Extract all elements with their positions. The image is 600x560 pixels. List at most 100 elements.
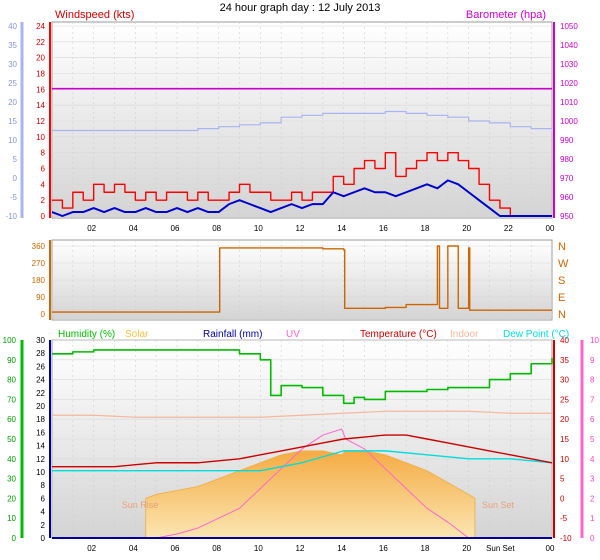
temperature-tick: -10: [560, 534, 572, 543]
legend-label: Humidity (%): [58, 329, 115, 340]
windspeed-tick: 10: [36, 133, 45, 142]
uv-tick: 7: [590, 395, 595, 404]
uv-tick: 2: [590, 494, 595, 503]
outer-left-tick: 35: [8, 41, 17, 50]
x-tick-label: 22: [504, 224, 513, 233]
temperature-tick: 25: [560, 395, 569, 404]
dewpoint-line: [52, 450, 553, 472]
outer-left-tick: 0: [13, 174, 18, 183]
windspeed-tick: 2: [41, 196, 46, 205]
wind-gust-line: [52, 151, 552, 217]
x-tick-label: 04: [129, 224, 138, 233]
x-tick-label: 00: [546, 224, 555, 233]
humidity-tick: 80: [7, 376, 16, 385]
direction-tick: 360: [32, 242, 46, 251]
humidity-tick: 30: [7, 475, 16, 484]
rainfall-tick: 18: [36, 415, 45, 424]
sunrise-label: Sun Rise: [122, 500, 159, 510]
rainfall-tick: 20: [36, 402, 45, 411]
barometer-tick: 1040: [560, 41, 578, 50]
panel1-gradient: [53, 23, 551, 217]
rainfall-tick: 26: [36, 362, 45, 371]
baro-trend-line: [52, 110, 553, 133]
humidity-tick: 20: [7, 494, 16, 503]
uv-tick: 0: [590, 534, 595, 543]
legend-label: Temperature (°C): [360, 329, 437, 340]
uv-tick: 4: [590, 455, 595, 464]
x-tick-label: 18: [421, 544, 430, 553]
windspeed-tick: 8: [41, 149, 46, 158]
legend-label: Solar: [125, 329, 149, 340]
x-tick-label: 14: [337, 224, 346, 233]
humidity-tick: 0: [12, 534, 17, 543]
direction-tick: 270: [32, 259, 46, 268]
windspeed-tick: 4: [41, 180, 46, 189]
barometer-tick: 1000: [560, 117, 578, 126]
windspeed-tick: 6: [41, 165, 46, 174]
x-tick-label: 14: [337, 544, 346, 553]
barometer-tick: 980: [560, 155, 574, 164]
uv-tick: 8: [590, 376, 595, 385]
humidity-tick: 90: [7, 356, 16, 365]
x-tick-label: 20: [462, 224, 471, 233]
x-tick-label: 02: [87, 224, 96, 233]
humidity-tick: 70: [7, 395, 16, 404]
outer-left-tick: 15: [8, 117, 17, 126]
rainfall-tick: 4: [41, 508, 46, 517]
x-tick-label: 02: [87, 544, 96, 553]
legend-label: UV: [286, 329, 300, 340]
barometer-tick: 950: [560, 212, 574, 221]
x-tick-label: 12: [296, 224, 305, 233]
uv-line: [156, 428, 469, 539]
rainfall-tick: 16: [36, 428, 45, 437]
barometer-tick: 960: [560, 193, 574, 202]
temperature-tick: 20: [560, 415, 569, 424]
x-tick-label: 16: [379, 224, 388, 233]
barometer-tick: 1050: [560, 22, 578, 31]
barometer-tick: 1030: [560, 60, 578, 69]
wind-avg-line: [51, 179, 552, 217]
x-tick-label: 04: [129, 544, 138, 553]
outer-left-tick: 10: [8, 136, 17, 145]
temperature-tick: 30: [560, 376, 569, 385]
x-tick-label: Sun Set: [486, 544, 515, 553]
outer-left-tick: 40: [8, 22, 17, 31]
rainfall-tick: 6: [41, 494, 46, 503]
direction-tick: 0: [41, 310, 46, 319]
legend-label: Indoor: [450, 329, 479, 340]
rainfall-tick: 30: [36, 336, 45, 345]
humidity-line: [52, 349, 553, 405]
compass-label: E: [558, 292, 565, 304]
wind-direction-line: [52, 245, 552, 313]
rainfall-tick: 0: [41, 534, 46, 543]
outer-left-tick: 20: [8, 98, 17, 107]
rainfall-tick: 8: [41, 481, 46, 490]
temperature-tick: 5: [560, 475, 565, 484]
windspeed-tick: 0: [41, 212, 46, 221]
rainfall-tick: 12: [36, 455, 45, 464]
temperature-tick: 40: [560, 336, 569, 345]
outer-left-tick: -10: [5, 212, 17, 221]
temperature-tick: 0: [560, 494, 565, 503]
uv-tick: 1: [590, 514, 595, 523]
x-tick-label: 08: [212, 224, 221, 233]
windspeed-label: Windspeed (kts): [55, 9, 134, 21]
humidity-tick: 60: [7, 415, 16, 424]
windspeed-tick: 24: [36, 22, 45, 31]
direction-tick: 180: [32, 276, 46, 285]
x-tick-label: 06: [171, 544, 180, 553]
sunset-label: Sun Set: [482, 500, 515, 510]
temperature-tick: 10: [560, 455, 569, 464]
x-tick-label: 16: [379, 544, 388, 553]
x-tick-label: 08: [212, 544, 221, 553]
rainfall-tick: 10: [36, 468, 45, 477]
uv-tick: 5: [590, 435, 595, 444]
x-tick-label: 12: [296, 544, 305, 553]
uv-tick: 9: [590, 356, 595, 365]
outer-left-tick: 30: [8, 60, 17, 69]
rainfall-tick: 22: [36, 389, 45, 398]
barometer-tick: 990: [560, 136, 574, 145]
compass-label: N: [558, 309, 566, 321]
